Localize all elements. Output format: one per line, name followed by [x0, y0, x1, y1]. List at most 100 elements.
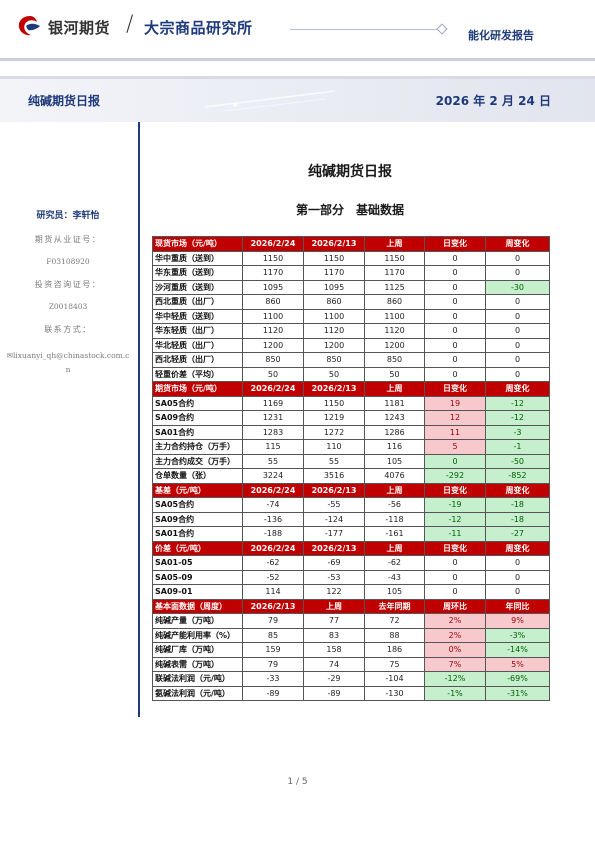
- value-cell: -18: [485, 511, 550, 527]
- value-cell: 0: [424, 323, 486, 339]
- contact-label: 联系方式：: [44, 325, 92, 334]
- table-row: 纯碱产量（万吨） 79 77 72 2% 9%: [152, 613, 550, 629]
- page-number: 1 / 5: [287, 777, 308, 787]
- header-cell: 上周: [364, 236, 425, 252]
- header-divider-line: [290, 29, 440, 30]
- value-cell: 55: [242, 453, 304, 469]
- table-section-header: 价差（元/吨） 2026/2/24 2026/2/13 上周 日变化 周变化: [152, 540, 550, 556]
- row-label-cell: 华东轻质（出厂）: [152, 323, 243, 339]
- report-type-label: 能化研发报告: [468, 29, 534, 42]
- table-section-header: 基差（元/吨） 2026/2/24 2026/2/13 上周 日变化 周变化: [152, 482, 550, 498]
- value-cell: -43: [364, 569, 425, 585]
- value-cell: -69: [303, 555, 365, 571]
- value-cell: 1219: [303, 410, 365, 426]
- value-cell: 19: [424, 395, 486, 411]
- value-cell: 850: [242, 352, 304, 368]
- value-cell: 1181: [364, 395, 425, 411]
- row-label-cell: 西北重质（出厂）: [152, 294, 243, 310]
- table-row: SA01合约 -188 -177 -161 -11 -27: [152, 526, 550, 542]
- table-row: 主力合约成交（万手） 55 55 105 0 -50: [152, 453, 550, 469]
- row-label-cell: 西北轻质（出厂）: [152, 352, 243, 368]
- value-cell: 1200: [303, 337, 365, 353]
- header-cell: 2026/2/13: [303, 540, 365, 556]
- value-cell: 2%: [424, 627, 486, 643]
- header-cell: 2026/2/13: [303, 381, 365, 397]
- banner-decoration-icon: [205, 90, 335, 112]
- value-cell: 122: [303, 584, 365, 600]
- row-label-cell: SA05合约: [152, 497, 243, 513]
- header-cell: 基差（元/吨）: [152, 482, 243, 498]
- value-cell: 5: [424, 439, 486, 455]
- value-cell: -12%: [424, 671, 486, 687]
- value-cell: -12: [485, 395, 550, 411]
- row-label-cell: SA01合约: [152, 424, 243, 440]
- header-cell: 去年同期: [364, 598, 425, 614]
- header-cell: 2026/2/24: [242, 540, 304, 556]
- value-cell: 1200: [242, 337, 304, 353]
- value-cell: 1272: [303, 424, 365, 440]
- value-cell: -11: [424, 526, 486, 542]
- header-cell: 2026/2/13: [303, 236, 365, 252]
- value-cell: 0%: [424, 642, 486, 658]
- value-cell: -18: [485, 497, 550, 513]
- value-cell: -3%: [485, 627, 550, 643]
- value-cell: 0: [424, 352, 486, 368]
- value-cell: -1: [485, 439, 550, 455]
- value-cell: 0: [424, 366, 486, 382]
- value-cell: 74: [303, 656, 365, 672]
- brand-divider: /: [126, 12, 134, 37]
- header-cell: 日变化: [424, 482, 486, 498]
- table-row: SA01-05 -62 -69 -62 0 0: [152, 555, 550, 571]
- header-cell: 周变化: [485, 236, 550, 252]
- header-cell: 周变化: [485, 482, 550, 498]
- value-cell: 75: [364, 656, 425, 672]
- row-label-cell: SA01-05: [152, 555, 243, 571]
- value-cell: 105: [364, 453, 425, 469]
- table-row: SA05合约 1169 1150 1181 19 -12: [152, 395, 550, 411]
- header-cell: 2026/2/13: [242, 598, 304, 614]
- table-row: 主力合约持仓（万手） 115 110 116 5 -1: [152, 439, 550, 455]
- value-cell: 0: [424, 555, 486, 571]
- value-cell: 79: [242, 656, 304, 672]
- value-cell: 1120: [242, 323, 304, 339]
- value-cell: 1120: [364, 323, 425, 339]
- value-cell: 1283: [242, 424, 304, 440]
- contact-email[interactable]: ✉lixuanyi_qh@chinastock.com.cn: [0, 349, 136, 377]
- value-cell: 1170: [364, 265, 425, 281]
- row-label-cell: SA09合约: [152, 511, 243, 527]
- value-cell: 0: [485, 337, 550, 353]
- analyst-sidebar: 研究员：李轩怡 期货从业证号： F03108920 投资咨询证号： Z00184…: [0, 200, 136, 377]
- brand-name: 银河期货: [48, 19, 111, 37]
- table-row: SA09合约 1231 1219 1243 12 -12: [152, 410, 550, 426]
- value-cell: -52: [242, 569, 304, 585]
- license-label: 期货从业证号：: [34, 235, 102, 244]
- value-cell: 0: [424, 279, 486, 295]
- value-cell: -74: [242, 497, 304, 513]
- value-cell: 2%: [424, 613, 486, 629]
- value-cell: 3224: [242, 468, 304, 484]
- value-cell: 1200: [364, 337, 425, 353]
- row-label-cell: 华中轻质（送到）: [152, 308, 243, 324]
- row-label-cell: 沙河重质（送到）: [152, 279, 243, 295]
- value-cell: 0: [424, 294, 486, 310]
- header-cell: 周变化: [485, 540, 550, 556]
- email-text: lixuanyi_qh@chinastock.com.cn: [12, 351, 130, 374]
- row-label-cell: 联碱法利润（元/吨）: [152, 671, 243, 687]
- value-cell: 0: [485, 250, 550, 266]
- header-cell: 2026/2/13: [303, 482, 365, 498]
- table-row: 纯碱产能利用率（%） 85 83 88 2% -3%: [152, 627, 550, 643]
- advisory-value: Z0018403: [48, 302, 88, 311]
- row-label-cell: 华北轻质（出厂）: [152, 337, 243, 353]
- value-cell: 83: [303, 627, 365, 643]
- table-row: SA05-09 -52 -53 -43 0 0: [152, 569, 550, 585]
- value-cell: 1100: [303, 308, 365, 324]
- value-cell: 850: [303, 352, 365, 368]
- value-cell: 4076: [364, 468, 425, 484]
- value-cell: 0: [485, 294, 550, 310]
- value-cell: 11: [424, 424, 486, 440]
- header-cell: 上周: [364, 381, 425, 397]
- data-table: 现货市场（元/吨） 2026/2/24 2026/2/13 上周 日变化 周变化 华中重质（…: [152, 236, 550, 701]
- value-cell: 12: [424, 410, 486, 426]
- value-cell: -292: [424, 468, 486, 484]
- value-cell: -89: [303, 685, 365, 701]
